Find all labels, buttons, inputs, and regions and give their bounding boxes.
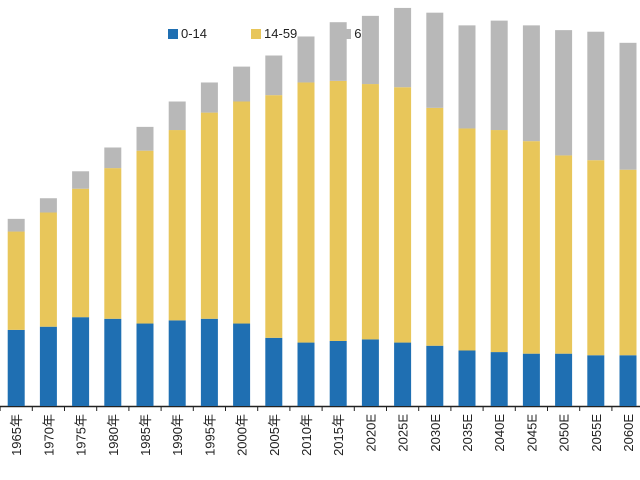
bar-0-14-2000年: [233, 324, 250, 406]
x-tick-label: 2030E: [428, 414, 443, 452]
bar-14-59-2025E: [394, 87, 411, 342]
bar-14-59-2050E: [555, 155, 572, 353]
bar-0-14-2030E: [426, 346, 443, 406]
bar-14-59-1985年: [137, 151, 154, 324]
bar-0-14-1995年: [201, 319, 218, 406]
bar-0-14-2020E: [362, 339, 379, 406]
bar-60plus-1985年: [137, 127, 154, 151]
bar-60plus-2025E: [394, 8, 411, 87]
bar-14-59-2000年: [233, 102, 250, 324]
bar-14-59-1990年: [169, 130, 186, 320]
bar-60plus-2055E: [587, 32, 604, 160]
bar-14-59-2045E: [523, 141, 540, 354]
x-tick-label: 1985年: [138, 414, 153, 456]
x-tick-label: 1980年: [106, 414, 121, 456]
bar-14-59-1975年: [72, 189, 89, 317]
bar-0-14-2060E: [620, 355, 637, 406]
bar-14-59-1965年: [8, 232, 25, 330]
bar-14-59-2035E: [459, 128, 476, 350]
bar-0-14-2025E: [394, 343, 411, 406]
bar-60plus-1995年: [201, 82, 218, 112]
bar-60plus-1975年: [72, 171, 89, 188]
bar-14-59-2060E: [620, 170, 637, 356]
bar-0-14-1975年: [72, 317, 89, 406]
x-tick-label: 2055E: [589, 414, 604, 452]
bar-60plus-2020E: [362, 16, 379, 84]
bar-0-14-1965年: [8, 330, 25, 406]
bar-60plus-1965年: [8, 219, 25, 232]
stacked-bar-chart: 1960年1965年1970年1975年1980年1985年1990年1995年…: [0, 0, 640, 480]
bar-0-14-2015年: [330, 341, 347, 406]
bar-0-14-2050E: [555, 354, 572, 406]
bar-14-59-2015年: [330, 81, 347, 341]
x-tick-label: 2020E: [363, 414, 378, 452]
bar-0-14-1970年: [40, 327, 57, 406]
x-tick-label: 2015年: [331, 414, 346, 456]
bar-14-59-1995年: [201, 113, 218, 319]
bar-14-59-2040E: [491, 130, 508, 352]
bar-0-14-2010年: [298, 343, 315, 406]
x-tick-label: 1995年: [202, 414, 217, 456]
bar-60plus-2045E: [523, 25, 540, 141]
bar-60plus-2060E: [620, 43, 637, 170]
bar-60plus-2010年: [298, 36, 315, 82]
bar-0-14-1980年: [104, 319, 121, 406]
bar-60plus-2030E: [426, 13, 443, 108]
bar-14-59-2020E: [362, 84, 379, 339]
bar-60plus-1970年: [40, 198, 57, 212]
x-tick-label: 2040E: [492, 414, 507, 452]
bar-60plus-1990年: [169, 102, 186, 131]
x-tick-label: 1965年: [9, 414, 24, 456]
x-tick-label: 2010年: [299, 414, 314, 456]
x-tick-label: 2060E: [621, 414, 636, 452]
x-tick-label: 2050E: [557, 414, 572, 452]
bar-0-14-2045E: [523, 354, 540, 406]
x-tick-label: 2035E: [460, 414, 475, 452]
bar-60plus-2050E: [555, 30, 572, 155]
x-tick-label: 2000年: [235, 414, 250, 456]
bar-0-14-2040E: [491, 352, 508, 406]
bar-60plus-2000年: [233, 67, 250, 102]
bar-0-14-1985年: [137, 324, 154, 406]
bar-0-14-1990年: [169, 320, 186, 406]
x-tick-label: 1970年: [41, 414, 56, 456]
bar-60plus-2035E: [459, 25, 476, 128]
x-tick-label: 2025E: [396, 414, 411, 452]
bar-0-14-2055E: [587, 355, 604, 406]
x-tick-label: 2045E: [524, 414, 539, 452]
bar-60plus-2015年: [330, 22, 347, 81]
x-tick-label: 1975年: [74, 414, 89, 456]
x-tick-label: 1990年: [170, 414, 185, 456]
bar-60plus-2005年: [265, 56, 282, 96]
bar-14-59-2030E: [426, 108, 443, 346]
bar-14-59-1970年: [40, 213, 57, 327]
bar-14-59-2005年: [265, 95, 282, 338]
bar-60plus-2040E: [491, 21, 508, 130]
bar-14-59-1980年: [104, 168, 121, 319]
bar-60plus-1980年: [104, 147, 121, 168]
bar-14-59-2055E: [587, 160, 604, 355]
bar-0-14-2005年: [265, 338, 282, 406]
x-tick-label: 2005年: [267, 414, 282, 456]
bar-14-59-2010年: [298, 82, 315, 342]
bar-0-14-2035E: [459, 350, 476, 406]
